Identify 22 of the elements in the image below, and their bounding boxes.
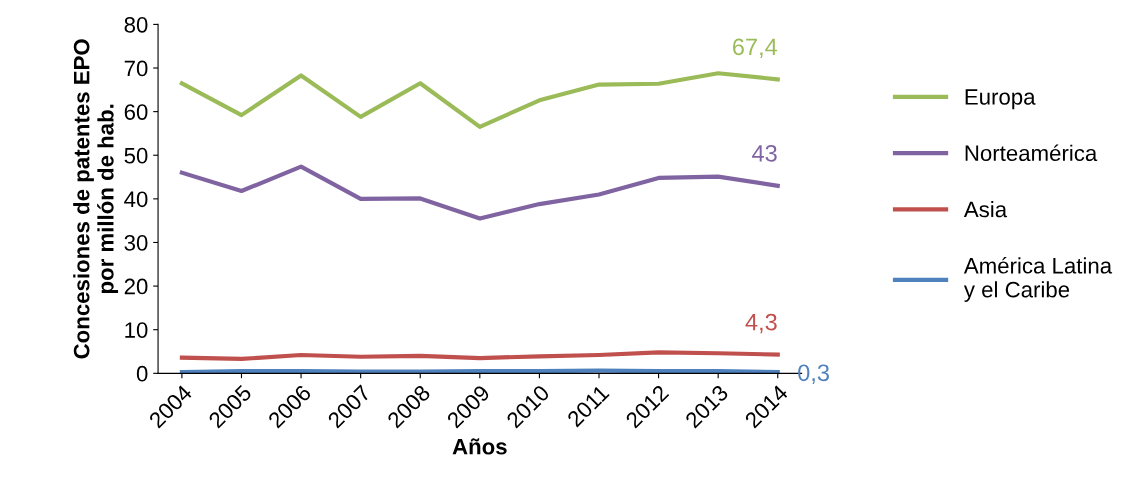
y-tick-label: 70	[124, 60, 148, 77]
y-tick-label: 50	[124, 147, 148, 164]
y-tick-label: 10	[125, 322, 148, 338]
legend-label: Asia	[963, 201, 1008, 218]
x-axis-title: Años	[452, 438, 507, 455]
legend-label: Norteamérica	[965, 144, 1098, 162]
line-series	[179, 71, 780, 129]
y-tick-label: 80	[124, 16, 148, 33]
legend-label: América Latina y el Caribe	[963, 257, 1113, 302]
y-tick-label: 0	[136, 365, 148, 382]
annotation: 67,4	[733, 38, 778, 59]
y-tick-label: 30	[124, 235, 148, 251]
y-tick-label: 40	[124, 191, 148, 208]
annotation: 4,3	[745, 313, 777, 334]
line-series	[179, 164, 780, 221]
annotation: 0,3	[798, 364, 829, 384]
legend-label: Europa	[965, 89, 1036, 110]
line-series	[179, 350, 780, 362]
y-tick-label: 60	[124, 104, 148, 120]
y-axis-title: Concesiones de patentes EPO por millón de hab.	[73, 39, 119, 359]
y-tick-label: 20	[124, 278, 148, 295]
annotation: 43	[752, 144, 777, 162]
